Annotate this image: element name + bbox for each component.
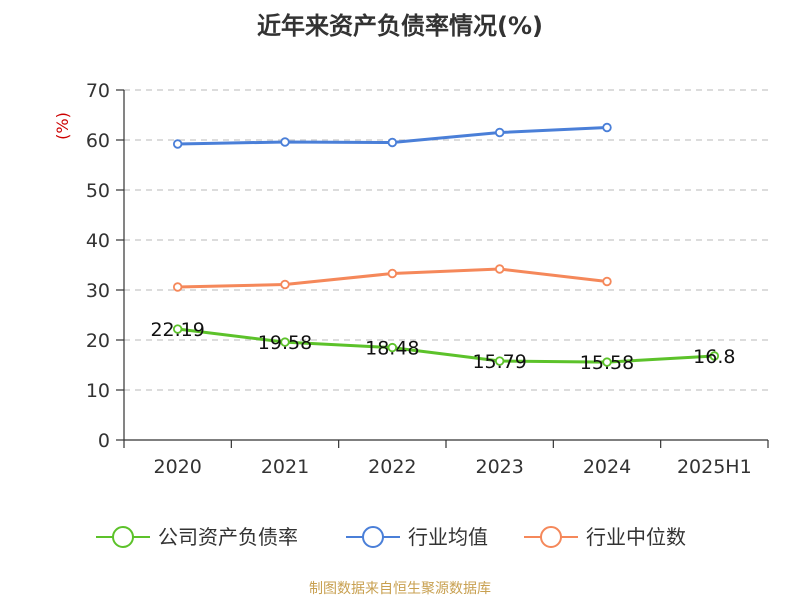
- data-point: [387, 268, 398, 279]
- y-tick-label: 10: [86, 380, 110, 402]
- x-tick-label: 2024: [583, 456, 631, 478]
- data-point: [602, 122, 612, 133]
- data-point: [280, 279, 290, 290]
- data-point: [387, 342, 398, 353]
- source-note: 制图数据来自恒生聚源数据库: [309, 581, 491, 597]
- data-point: [494, 264, 505, 274]
- y-tick-label: 60: [86, 130, 110, 152]
- data-point: [280, 137, 290, 147]
- x-tick-label: 2025H1: [677, 456, 752, 478]
- x-tick-label: 2020: [153, 456, 201, 478]
- data-point: [172, 282, 183, 292]
- y-tick-label: 40: [86, 230, 110, 252]
- legend-marker: [112, 526, 134, 548]
- y-tick-label: 50: [86, 180, 110, 202]
- data-point: [172, 139, 183, 149]
- legend-label: 行业中位数: [586, 525, 686, 549]
- chart-title: 近年来资产负债率情况(%): [257, 12, 543, 40]
- y-tick-label: 70: [86, 80, 110, 102]
- data-label: 18.48: [365, 338, 419, 360]
- data-point: [494, 356, 505, 366]
- data-point: [172, 324, 183, 334]
- legend-marker: [540, 526, 562, 548]
- data-point: [387, 137, 398, 148]
- y-axis-unit: (%): [53, 112, 72, 140]
- legend-label: 行业均值: [408, 525, 488, 549]
- data-point: [602, 276, 612, 287]
- data-label: 15.58: [580, 352, 634, 374]
- data-label: 16.8: [693, 346, 735, 368]
- y-tick-label: 30: [86, 280, 110, 302]
- x-tick-label: 2023: [475, 456, 523, 478]
- data-point: [280, 337, 290, 347]
- x-tick-label: 2022: [368, 456, 416, 478]
- y-tick-label: 0: [98, 430, 110, 452]
- data-point: [494, 127, 505, 138]
- legend-marker: [362, 526, 384, 548]
- series-line: [177, 327, 715, 364]
- data-label: 15.79: [472, 351, 526, 373]
- data-label: 19.58: [258, 332, 312, 354]
- y-tick-label: 20: [86, 330, 110, 352]
- x-tick-label: 2021: [261, 456, 309, 478]
- data-point: [602, 357, 612, 367]
- data-point: [709, 351, 720, 361]
- data-label: 22.19: [150, 319, 204, 341]
- legend-label: 公司资产负债率: [158, 525, 298, 549]
